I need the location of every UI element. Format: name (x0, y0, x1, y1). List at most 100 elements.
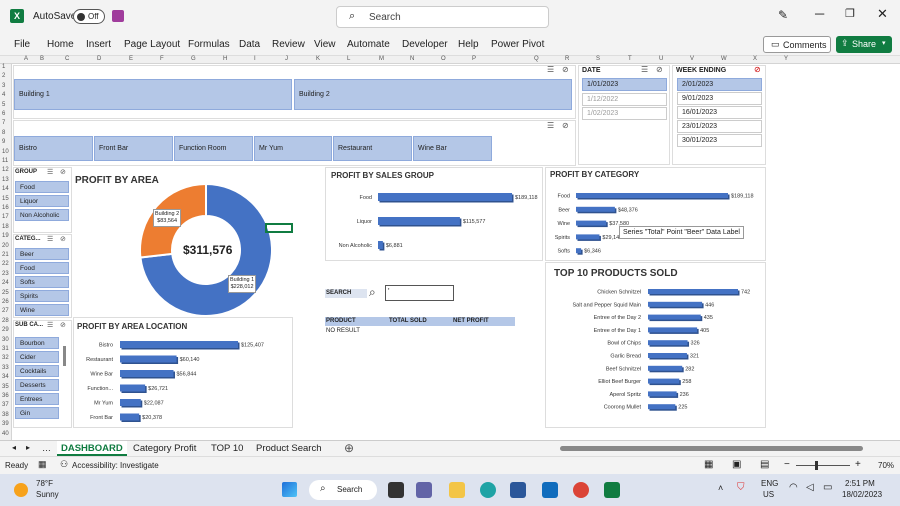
save-icon[interactable] (112, 10, 124, 22)
row-header[interactable]: 1 (2, 64, 6, 70)
slicer-week-item[interactable]: 16/01/2023 (677, 106, 762, 119)
search-box[interactable]: ⌕ Search (336, 6, 549, 28)
column-header[interactable]: M (379, 56, 384, 62)
weather-temp[interactable]: 78°F (36, 479, 53, 488)
multi-select-icon[interactable]: ☰ (641, 65, 649, 74)
column-header[interactable]: R (565, 56, 570, 62)
row-header[interactable]: 2 (2, 73, 6, 80)
chrome-icon[interactable] (573, 482, 589, 498)
row-header[interactable]: 24 (2, 280, 9, 287)
slicer-category-item[interactable]: Softs (15, 276, 69, 288)
column-header[interactable]: E (129, 56, 134, 62)
slicer-subcat-item[interactable]: Gin (15, 407, 59, 419)
accessibility-icon[interactable]: ⚇ (60, 459, 69, 469)
multi-select-icon[interactable]: ☰ (547, 65, 555, 74)
share-button[interactable]: ⇪ Share ▾ (836, 36, 892, 53)
column-header[interactable]: B (40, 56, 45, 62)
slicer-bistro[interactable]: Bistro (14, 136, 93, 161)
column-header[interactable]: Y (784, 56, 789, 62)
clear-filter-icon[interactable]: ⊘ (60, 322, 66, 329)
row-header[interactable]: 5 (2, 101, 6, 108)
column-header[interactable]: N (410, 56, 415, 62)
tab-page-layout[interactable]: Page Layout (124, 39, 181, 50)
slicer-subcat-item[interactable]: Entrees (15, 393, 59, 405)
slicer-mr-yum[interactable]: Mr Yum (254, 136, 332, 161)
row-header[interactable]: 10 (2, 148, 9, 155)
close-icon[interactable]: ✕ (877, 6, 888, 21)
row-header[interactable]: 19 (2, 233, 9, 240)
slicer-date-item[interactable]: 1/01/2023 (582, 78, 667, 91)
comments-button[interactable]: ▭ Comments (763, 36, 831, 53)
tab-help[interactable]: Help (458, 39, 479, 50)
row-header[interactable]: 30 (2, 336, 9, 343)
column-header[interactable]: A (24, 56, 29, 62)
row-header[interactable]: 37 (2, 402, 9, 409)
file-explorer-icon[interactable] (449, 482, 465, 498)
tab-insert[interactable]: Insert (86, 39, 112, 50)
row-header[interactable]: 28 (2, 317, 9, 324)
row-header[interactable]: 29 (2, 327, 9, 334)
column-header[interactable]: X (753, 56, 758, 62)
autosave-toggle[interactable]: Off (73, 9, 105, 24)
row-header[interactable]: 25 (2, 289, 9, 296)
clear-filter-icon[interactable]: ⊘ (562, 121, 569, 130)
row-header[interactable]: 11 (2, 158, 9, 164)
row-header[interactable]: 31 (2, 346, 9, 352)
tab-view[interactable]: View (314, 39, 336, 50)
slicer-category-item[interactable]: Beer (15, 248, 69, 260)
pen-icon[interactable]: ✎ (778, 8, 789, 22)
slicer-front-bar[interactable]: Front Bar (94, 136, 173, 161)
tab-review[interactable]: Review (272, 39, 305, 50)
clock-date[interactable]: 18/02/2023 (842, 490, 883, 499)
row-header[interactable]: 34 (2, 374, 9, 381)
row-header[interactable]: 23 (2, 270, 9, 277)
shield-icon[interactable]: ⛉ (737, 482, 745, 493)
row-header[interactable]: 21 (2, 252, 9, 258)
slicer-week-item[interactable]: 30/01/2023 (677, 134, 762, 147)
row-header[interactable]: 33 (2, 364, 9, 371)
slicer-wine-bar[interactable]: Wine Bar (413, 136, 492, 161)
page-break-view-icon[interactable]: ▤ (760, 459, 770, 470)
clear-filter-icon[interactable]: ⊘ (60, 169, 66, 176)
row-header[interactable]: 38 (2, 411, 9, 418)
zoom-in-icon[interactable]: + (855, 459, 861, 470)
column-header[interactable]: J (285, 56, 288, 62)
slicer-function-room[interactable]: Function Room (174, 136, 253, 161)
row-header[interactable]: 13 (2, 176, 9, 183)
column-header[interactable]: H (223, 56, 228, 62)
next-sheet-icon[interactable]: ▸ (26, 443, 31, 452)
column-header[interactable]: F (160, 56, 164, 62)
clear-filter-icon[interactable]: ⊘ (754, 65, 761, 74)
restore-icon[interactable]: ❐ (845, 8, 855, 20)
slicer-subcat-item[interactable]: Desserts (15, 379, 59, 391)
row-header[interactable]: 4 (2, 92, 6, 99)
outlook-icon[interactable] (542, 482, 558, 498)
slicer-subcat-item[interactable]: Bourbon (15, 337, 59, 349)
selected-cell[interactable] (265, 223, 293, 233)
clear-filter-icon[interactable]: ⊘ (656, 65, 663, 74)
column-header[interactable]: P (472, 56, 477, 62)
taskbar-search[interactable]: ⌕ Search (309, 480, 377, 500)
column-header[interactable]: D (97, 56, 102, 62)
column-header[interactable]: Q (534, 56, 539, 62)
tab-data[interactable]: Data (239, 39, 261, 50)
slicer-restaurant[interactable]: Restaurant (333, 136, 412, 161)
multi-select-icon[interactable]: ☰ (47, 322, 54, 329)
multi-select-icon[interactable]: ☰ (47, 236, 54, 243)
task-view-icon[interactable] (388, 482, 404, 498)
multi-select-icon[interactable]: ☰ (547, 121, 555, 130)
search-product-input[interactable]: ' (385, 285, 454, 301)
row-header[interactable]: 40 (2, 430, 9, 437)
row-header[interactable]: 8 (2, 129, 6, 136)
weather-desc[interactable]: Sunny (36, 490, 59, 499)
slicer-group-item[interactable]: Non Alcoholic (15, 209, 69, 221)
horizontal-scrollbar[interactable] (560, 446, 863, 451)
row-header[interactable]: 35 (2, 383, 9, 390)
clear-filter-icon[interactable]: ⊘ (60, 236, 66, 243)
multi-select-icon[interactable]: ☰ (47, 169, 54, 176)
column-header[interactable]: K (316, 56, 321, 62)
tab-automate[interactable]: Automate (347, 39, 390, 50)
row-header[interactable]: 36 (2, 393, 9, 399)
chevron-up-icon[interactable]: ˄ (718, 483, 724, 493)
sheet-tab-category-profit[interactable]: Category Profit (133, 443, 197, 454)
